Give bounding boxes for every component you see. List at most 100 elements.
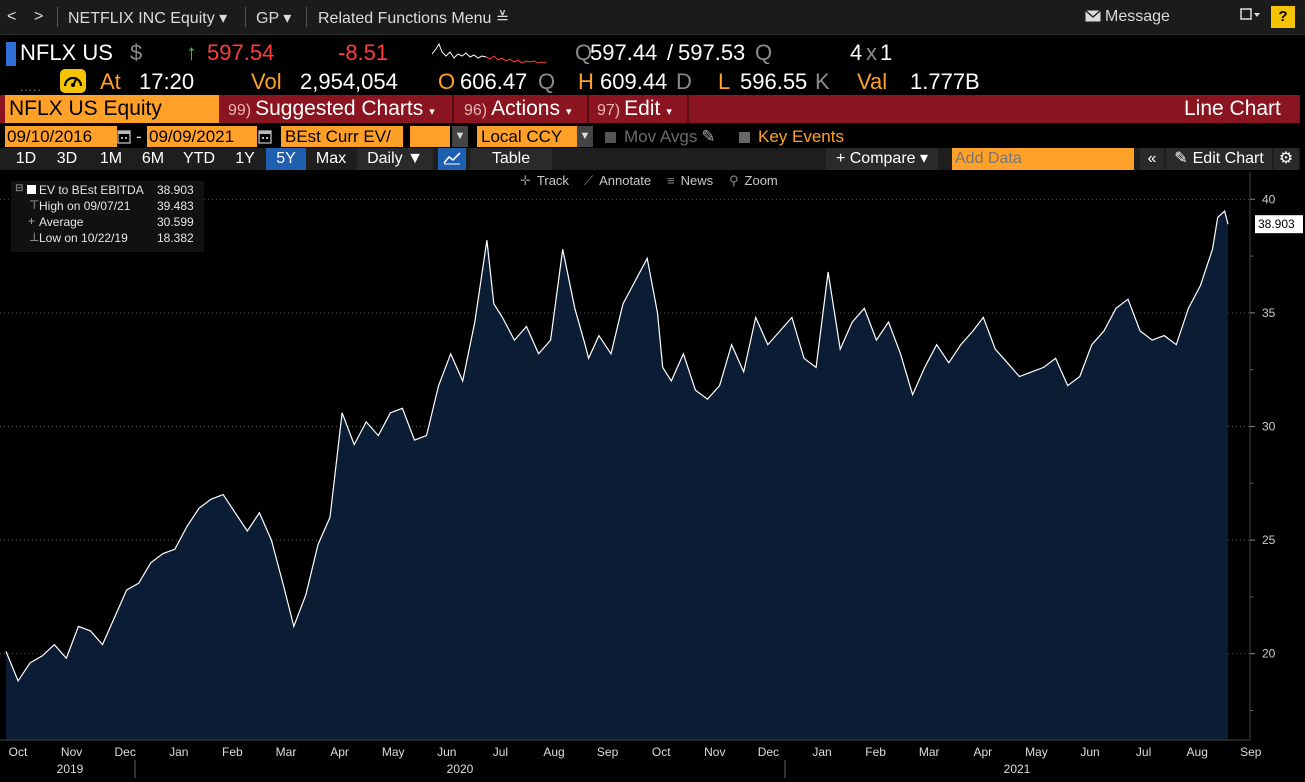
caret-down-icon: ▾ xyxy=(429,106,435,118)
period-1m[interactable]: 1M xyxy=(99,150,123,167)
edit-label: Edit xyxy=(624,97,661,120)
traded-value: 1.777B xyxy=(910,69,980,94)
volume-value: 2,954,054 xyxy=(300,69,398,94)
security-dropdown[interactable]: NETFLIX INC Equity ▾ xyxy=(68,10,228,27)
series-line[interactable] xyxy=(5,209,1229,683)
collapse-legend-icon[interactable]: ⊟ xyxy=(15,183,24,194)
track-tool[interactable]: ✛ Track xyxy=(520,173,569,189)
legend-low-value: 18.382 xyxy=(157,231,194,245)
period-5y[interactable]: 5Y xyxy=(266,148,306,170)
line-chart-icon[interactable] xyxy=(438,148,466,170)
menu-bar: < > NETFLIX INC Equity ▾ GP ▾ Related Fu… xyxy=(0,0,1305,35)
period-max[interactable]: Max xyxy=(315,150,347,167)
table-button[interactable]: Table xyxy=(470,148,552,170)
x-tick-label: Jan xyxy=(169,745,188,759)
key-events-toggle[interactable]: Key Events xyxy=(739,126,844,147)
low-marker-icon: ⊥ xyxy=(29,230,40,244)
period-ytd[interactable]: YTD xyxy=(183,150,215,167)
open-exchange: Q xyxy=(538,69,556,94)
mov-avgs-checkbox[interactable] xyxy=(605,132,616,144)
x-tick-label: Aug xyxy=(1187,745,1208,759)
period-1d[interactable]: 1D xyxy=(15,150,37,167)
annotate-tool[interactable]: ⟋ Annotate xyxy=(584,173,651,189)
zoom-tool[interactable]: ⚲ Zoom xyxy=(729,173,778,189)
field-suffix-input[interactable] xyxy=(410,126,450,147)
ask-exchange: Q xyxy=(755,40,773,65)
last-value-box xyxy=(1255,215,1303,234)
period-3d[interactable]: 3D xyxy=(56,150,78,167)
x-year-label: 2021 xyxy=(1004,762,1031,776)
x-tick-label: Jul xyxy=(1136,745,1151,759)
legend-series-name: EV to BEst EBITDA xyxy=(39,183,144,197)
period-1y[interactable]: 1Y xyxy=(235,150,255,167)
suggested-charts-number: 99) xyxy=(228,102,252,119)
key-events-checkbox[interactable] xyxy=(739,132,750,144)
x-tick-label: Apr xyxy=(330,745,349,759)
legend-series-row: EV to BEst EBITDA xyxy=(39,183,144,197)
edit-chart-button[interactable]: ✎ Edit Chart xyxy=(1166,148,1272,170)
gauge-icon[interactable] xyxy=(60,69,86,93)
calendar-icon[interactable] xyxy=(117,128,131,144)
window-options-button[interactable] xyxy=(1240,8,1262,27)
forward-button[interactable]: > xyxy=(34,8,44,25)
collapse-icon[interactable]: « xyxy=(1140,148,1164,170)
pencil-icon[interactable]: ✎ xyxy=(701,127,716,146)
last-value-label: 38.903 xyxy=(1255,215,1303,234)
mov-avgs-label: Mov Avgs xyxy=(624,127,698,146)
end-date-field[interactable]: 09/09/2021 xyxy=(147,126,257,147)
function-dropdown[interactable]: GP ▾ xyxy=(256,10,292,27)
actions-menu[interactable]: 96) Actions ▾ xyxy=(464,95,572,123)
related-functions-menu[interactable]: Related Functions Menu ≚ xyxy=(318,10,510,27)
x-tick-label: May xyxy=(382,745,405,759)
edit-number: 97) xyxy=(597,102,621,119)
suggested-charts-label: Suggested Charts xyxy=(255,97,424,120)
bid-exchange: Q xyxy=(575,40,593,65)
security-field[interactable]: NFLX US Equity xyxy=(5,95,219,123)
edit-menu[interactable]: 97) Edit ▾ xyxy=(597,95,672,123)
at-label: At xyxy=(100,69,121,94)
x-tick-label: Mar xyxy=(919,745,940,759)
calendar-icon[interactable] xyxy=(258,128,272,144)
field-selector[interactable]: BEst Curr EV/ xyxy=(281,126,403,147)
ev-ebitda-chart[interactable]: 20 25 30 35 40 38.903 Oct Nov Dec Jan Feb Mar Apr M… xyxy=(0,172,1305,782)
news-tool[interactable]: ≡ News xyxy=(667,173,713,188)
bid-size: 4 xyxy=(850,40,863,65)
x-tick-label: Sep xyxy=(597,745,619,759)
last-trade-time: 17:20 xyxy=(139,69,195,94)
x-axis-ticks: Oct Nov Dec Jan Feb Mar Apr May Jun Jul Aug Sep Oct N… xyxy=(9,745,1262,778)
message-button[interactable]: Message xyxy=(1085,8,1170,26)
back-button[interactable]: < xyxy=(7,8,17,25)
y-tick-label: 35 xyxy=(1262,306,1276,320)
suggested-charts-menu[interactable]: 99) Suggested Charts ▾ xyxy=(228,95,435,123)
field-dropdown-icon[interactable]: ▼ xyxy=(452,126,468,147)
help-button[interactable]: ? xyxy=(1271,6,1295,28)
period-6m[interactable]: 6M xyxy=(141,150,165,167)
divider xyxy=(687,95,689,123)
mov-avgs-toggle[interactable]: Mov Avgs ✎ xyxy=(605,126,716,147)
start-date-field[interactable]: 09/10/2016 xyxy=(5,126,117,147)
open-value: 606.47 xyxy=(460,69,528,94)
edit-chart-label: Edit Chart xyxy=(1192,150,1264,167)
x-tick-label: Mar xyxy=(276,745,297,759)
add-data-input[interactable] xyxy=(952,148,1134,170)
y-axis-ticks: 20 25 30 35 40 xyxy=(1250,192,1276,711)
zoom-label: Zoom xyxy=(744,173,778,188)
x-tick-label: Dec xyxy=(115,745,136,759)
divider xyxy=(306,7,307,27)
window-export-icon xyxy=(1240,8,1260,20)
low-label: L xyxy=(718,69,731,94)
sparkline-icon xyxy=(432,42,547,64)
currency-selector[interactable]: Local CCY xyxy=(477,126,579,147)
pencil-icon: ✎ xyxy=(1174,150,1188,167)
frequency-dropdown[interactable]: Daily ▼ xyxy=(357,148,433,170)
low-value: 596.55 xyxy=(740,69,808,94)
legend-high-value: 39.483 xyxy=(157,199,194,213)
message-label: Message xyxy=(1105,8,1170,25)
chart-legend[interactable]: ⊟ EV to BEst EBITDA 38.903 ⊤ High on 09/… xyxy=(11,181,204,252)
series-area xyxy=(6,211,1228,740)
compare-button[interactable]: + Compare ▾ xyxy=(826,148,938,170)
ask-price: 597.53 xyxy=(678,40,746,65)
currency-dropdown-icon[interactable]: ▼ xyxy=(577,126,593,147)
y-tick-label: 25 xyxy=(1262,533,1276,547)
settings-gear-icon[interactable]: ⚙ xyxy=(1274,148,1298,170)
